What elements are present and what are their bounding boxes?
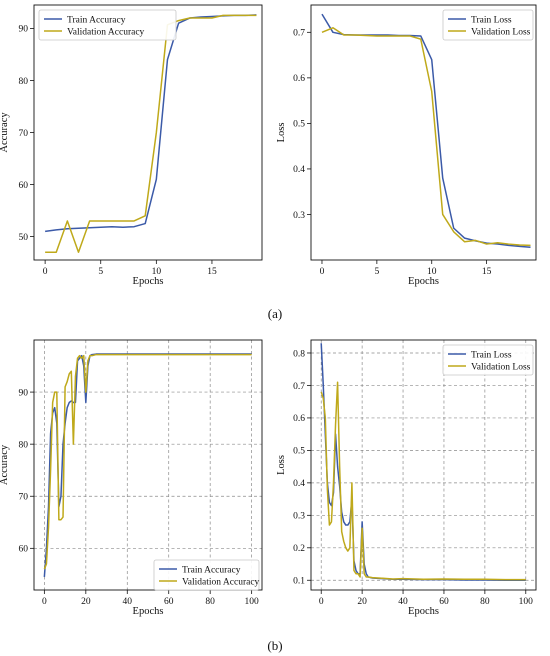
x-tick-label: 20: [81, 597, 91, 607]
y-tick-label: 80: [19, 440, 29, 450]
y-tick-label: 70: [19, 493, 29, 503]
x-axis-title: Epochs: [133, 276, 164, 287]
y-tick-label: 0.5: [293, 120, 305, 130]
x-tick-label: 10: [152, 267, 162, 277]
series-line-train: [321, 13, 531, 248]
x-tick-label: 0: [43, 267, 48, 277]
y-tick-label: 80: [19, 77, 29, 87]
legend: Train Loss Validation Loss: [442, 344, 534, 376]
plot-frame: [310, 4, 537, 261]
x-tick-label: 10: [427, 267, 437, 277]
x-tick-label: 100: [519, 597, 534, 607]
chart-a-loss: 0 5 10 15 0.3 0.4 0.5 0.6 0.7 Epochs Loss Train Los…: [276, 4, 537, 287]
chart-b-loss: 0 20 40 60 80 100 0.1 0.2 0.3 0.4 0.5 0.6 0.7 0.8 Epoc…: [276, 339, 537, 617]
legend-box: [38, 9, 177, 41]
y-tick-label: 90: [19, 388, 29, 398]
series-line-validation: [43, 353, 252, 570]
y-tick-label: 0.3: [293, 512, 305, 522]
chart-a-accuracy: 0 5 10 15 50 60 70 80 90 Epochs Accuracy Train Accu…: [0, 4, 263, 287]
series-line-train: [45, 14, 257, 233]
legend-label-validation: Validation Accuracy: [182, 577, 260, 587]
legend: Train Accuracy Validation Accuracy: [38, 9, 177, 41]
y-tick-label: 0.6: [293, 74, 305, 84]
y-tick-label: 50: [19, 233, 29, 243]
x-tick-label: 60: [164, 597, 174, 607]
legend-label-train: Train Loss: [471, 350, 512, 360]
y-tick-label: 0.7: [293, 382, 305, 392]
legend-label-train: Train Accuracy: [67, 15, 126, 25]
x-axis-title: Epochs: [408, 276, 439, 287]
x-tick-label: 5: [98, 267, 103, 277]
plot-frame: [33, 339, 263, 591]
x-tick-label: 0: [320, 267, 325, 277]
x-tick-label: 15: [482, 267, 492, 277]
chart-b-accuracy: 0 20 40 60 80 100 60 70 80 90 Epochs Accuracy Train …: [0, 339, 263, 617]
legend-box: [153, 559, 260, 591]
y-tick-label: 0.4: [293, 479, 305, 489]
series-line-validation: [45, 14, 257, 253]
series-line-train: [320, 343, 526, 582]
legend-label-validation: Validation Loss: [471, 362, 531, 372]
x-tick-label: 60: [439, 597, 449, 607]
y-tick-label: 60: [19, 181, 29, 191]
y-axis-title: Accuracy: [0, 112, 10, 153]
legend: Train Accuracy Validation Accuracy: [153, 559, 260, 591]
series-line-validation: [320, 381, 526, 581]
x-tick-label: 0: [42, 597, 47, 607]
x-axis-title: Epochs: [133, 606, 164, 617]
x-tick-label: 15: [207, 267, 217, 277]
legend-label-train: Train Accuracy: [182, 565, 241, 575]
legend-label-validation: Validation Accuracy: [67, 27, 145, 37]
y-tick-label: 0.2: [293, 544, 305, 554]
y-axis-title: Loss: [276, 455, 287, 475]
y-tick-label: 0.4: [293, 165, 305, 175]
x-tick-label: 5: [374, 267, 379, 277]
y-tick-label: 70: [19, 129, 29, 139]
x-tick-label: 80: [480, 597, 490, 607]
legend-box: [442, 344, 534, 376]
panel-label-b: (b): [267, 638, 282, 653]
legend-label-validation: Validation Loss: [471, 27, 531, 37]
y-axis-title: Loss: [276, 123, 287, 143]
y-tick-label: 0.3: [293, 211, 305, 221]
y-tick-label: 0.7: [293, 29, 305, 39]
y-tick-label: 0.1: [293, 577, 305, 587]
y-tick-label: 90: [19, 25, 29, 35]
y-tick-label: 0.5: [293, 447, 305, 457]
x-tick-label: 0: [319, 597, 324, 607]
legend: Train Loss Validation Loss: [442, 9, 534, 41]
panel-label-a: (a): [268, 306, 282, 321]
y-tick-label: 0.8: [293, 349, 305, 359]
x-tick-label: 100: [245, 597, 260, 607]
legend-label-train: Train Loss: [471, 15, 512, 25]
y-axis-title: Accuracy: [0, 444, 10, 485]
x-tick-label: 20: [357, 597, 367, 607]
legend-box: [442, 9, 534, 41]
x-tick-label: 40: [398, 597, 408, 607]
y-tick-label: 0.6: [293, 414, 305, 424]
plot-frame: [310, 339, 537, 591]
series-line-validation: [321, 27, 531, 247]
y-tick-label: 60: [19, 545, 29, 555]
x-tick-label: 40: [123, 597, 133, 607]
x-axis-title: Epochs: [408, 606, 439, 617]
x-tick-label: 80: [205, 597, 215, 607]
